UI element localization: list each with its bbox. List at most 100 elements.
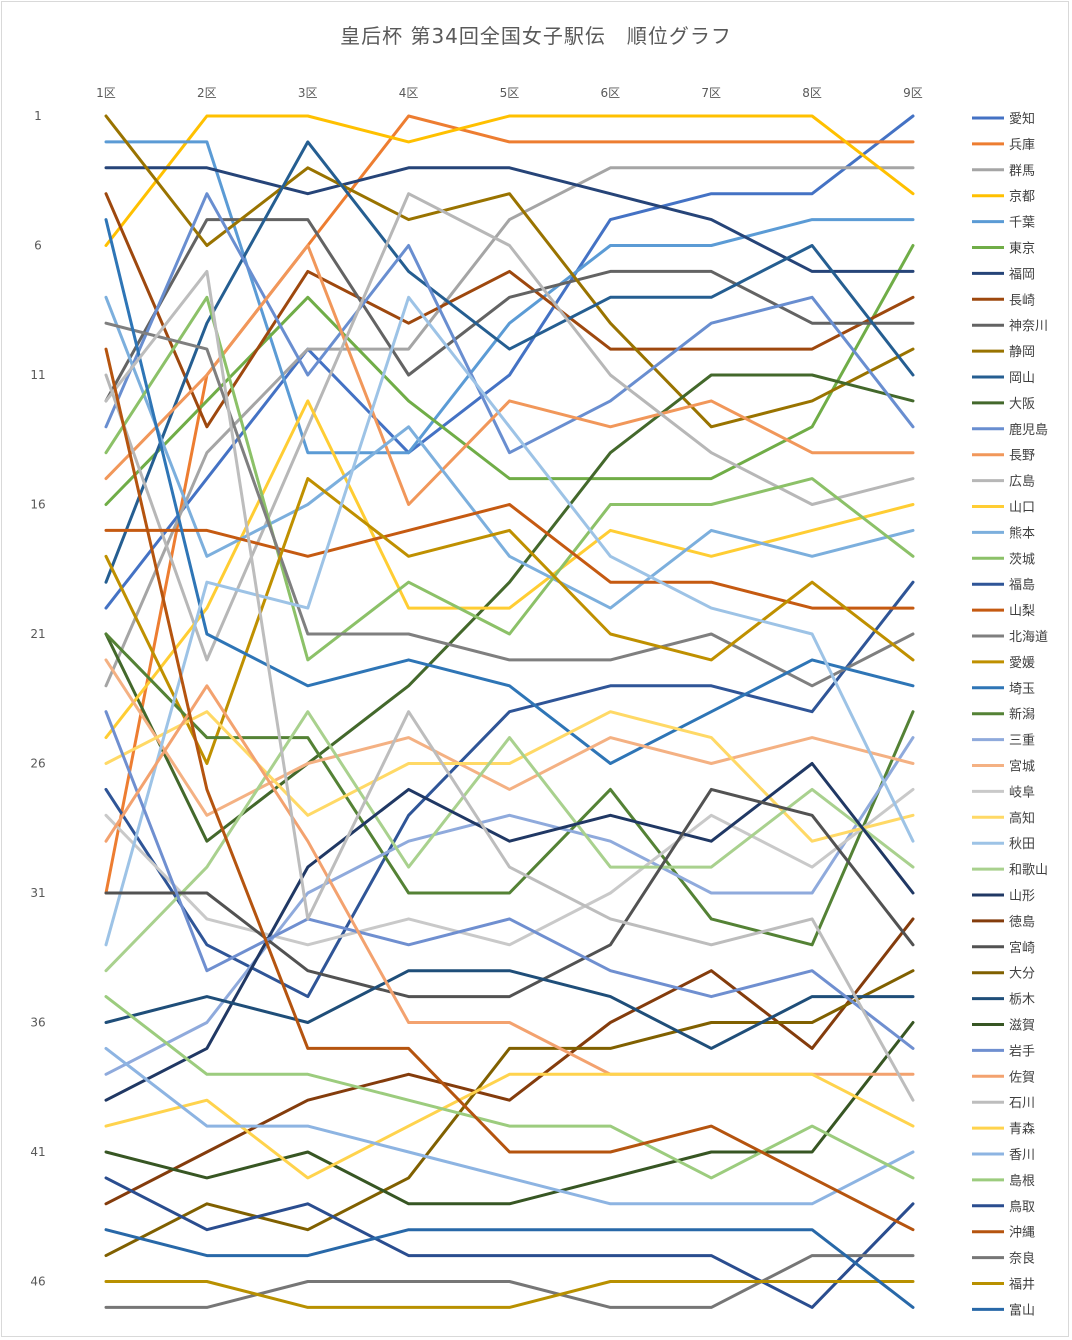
legend-item: 福井: [972, 1278, 1035, 1293]
legend-item: 鳥取: [972, 1200, 1035, 1215]
legend-label: 愛媛: [1009, 656, 1035, 671]
series-line-44: [104, 347, 915, 1232]
series-line-22: [104, 477, 915, 765]
legend-label: 北海道: [1009, 630, 1048, 645]
legend-item: 香川: [972, 1148, 1035, 1163]
series-line-4: [104, 114, 915, 247]
legend-label: 愛知: [1009, 111, 1035, 127]
series-line-34: [104, 969, 915, 1258]
legend-item: 福岡: [972, 267, 1035, 282]
legend-label: 兵庫: [1009, 138, 1035, 153]
series-line-26: [104, 658, 915, 817]
legend-item: 兵庫: [972, 138, 1035, 153]
legend-item: 千葉: [972, 216, 1035, 231]
legend-label: 青森: [1009, 1122, 1035, 1137]
series-lines: [104, 114, 915, 1309]
legend-item: 富山: [972, 1302, 1035, 1318]
legend-label: 滋賀: [1009, 1019, 1035, 1034]
legend-item: 沖縄: [972, 1226, 1035, 1241]
legend-item: 茨城: [972, 552, 1035, 567]
legend-label: 香川: [1009, 1148, 1035, 1163]
legend-item: 山形: [972, 889, 1035, 904]
legend-item: 青森: [972, 1122, 1035, 1137]
legend-label: 栃木: [1009, 993, 1035, 1008]
legend-label: 京都: [1009, 190, 1035, 205]
legend-item: 福島: [972, 578, 1035, 593]
series-line-47: [104, 1228, 915, 1309]
legend-item: 高知: [972, 810, 1035, 826]
legend-item: 大阪: [972, 397, 1035, 412]
legend-item: 岐阜: [972, 784, 1035, 800]
legend-label: 東京: [1009, 241, 1035, 257]
series-line-35: [104, 969, 915, 1050]
legend-label: 福島: [1009, 578, 1035, 593]
legend-item: 長野: [972, 449, 1035, 464]
legend-label: 山梨: [1009, 604, 1035, 619]
series-line-18: [104, 295, 915, 662]
legend-label: 熊本: [1009, 525, 1035, 541]
x-tick-label: 7区: [701, 86, 721, 100]
legend-item: 埼玉: [972, 682, 1035, 697]
series-line-6: [104, 244, 915, 506]
series-line-1: [104, 114, 915, 610]
legend-label: 石川: [1009, 1096, 1035, 1111]
legend-label: 高知: [1009, 810, 1035, 826]
x-axis-ticks: 1区 2区 3区 4区 5区 6区 7区 8区 9区: [96, 86, 923, 100]
x-tick-label: 3区: [298, 86, 318, 100]
legend-item: 大分: [972, 967, 1035, 982]
legend-label: 福井: [1009, 1278, 1035, 1293]
y-tick-label: 1: [34, 109, 42, 123]
legend-label: 埼玉: [1009, 682, 1035, 697]
series-line-23: [104, 218, 915, 765]
y-tick-label: 16: [30, 498, 45, 512]
series-line-27: [104, 787, 915, 947]
legend-item: 奈良: [972, 1251, 1035, 1267]
legend-label: 鹿児島: [1009, 422, 1048, 438]
legend-label: 岩手: [1009, 1044, 1035, 1059]
legend-label: 群馬: [1009, 164, 1035, 179]
legend-label: 大分: [1009, 967, 1035, 982]
series-line-21: [104, 321, 915, 688]
legend-item: 愛媛: [972, 656, 1035, 671]
y-tick-label: 26: [30, 757, 45, 771]
legend-label: 千葉: [1009, 216, 1035, 231]
x-tick-label: 9区: [903, 86, 923, 100]
legend-item: 静岡: [972, 345, 1035, 360]
legend-item: 滋賀: [972, 1019, 1035, 1034]
y-tick-label: 6: [34, 239, 42, 253]
x-tick-label: 8区: [802, 86, 822, 100]
legend-item: 宮崎: [972, 940, 1035, 956]
legend-label: 茨城: [1009, 552, 1035, 567]
legend-item: 岡山: [972, 371, 1035, 386]
legend-item: 三重: [972, 733, 1035, 749]
series-line-30: [104, 710, 915, 973]
series-line-14: [104, 244, 915, 506]
series-line-42: [104, 995, 915, 1180]
legend-label: 長野: [1009, 449, 1035, 464]
series-line-13: [104, 192, 915, 455]
legend-item: 岩手: [972, 1044, 1035, 1059]
legend: 愛知兵庫群馬京都千葉東京福岡長崎神奈川静岡岡山大阪鹿児島長野広島山口熊本茨城福島…: [972, 111, 1048, 1318]
legend-item: 長崎: [972, 293, 1035, 308]
legend-item: 新潟: [972, 707, 1035, 723]
legend-label: 秋田: [1009, 837, 1035, 852]
series-line-5: [104, 140, 915, 455]
y-tick-label: 41: [30, 1145, 45, 1159]
series-line-31: [104, 762, 915, 1102]
legend-item: 熊本: [972, 525, 1035, 541]
series-line-8: [104, 192, 915, 429]
legend-label: 岡山: [1009, 371, 1035, 386]
legend-item: 秋田: [972, 837, 1035, 852]
legend-item: 鹿児島: [972, 422, 1048, 438]
series-line-7: [104, 166, 915, 273]
legend-label: 長崎: [1009, 293, 1035, 308]
legend-label: 奈良: [1009, 1251, 1035, 1267]
legend-item: 佐賀: [972, 1070, 1035, 1085]
legend-item: 山梨: [972, 604, 1035, 619]
x-tick-label: 6区: [601, 86, 621, 100]
legend-label: 島根: [1009, 1174, 1035, 1189]
legend-label: 宮城: [1009, 759, 1035, 775]
legend-label: 鳥取: [1009, 1200, 1035, 1215]
legend-label: 山口: [1009, 501, 1035, 516]
